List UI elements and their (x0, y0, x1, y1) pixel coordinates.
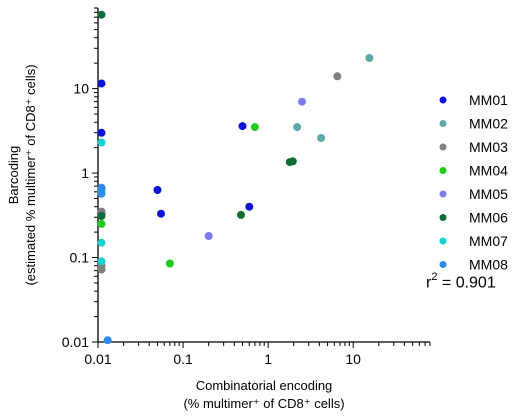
legend-label: MM01 (469, 92, 508, 108)
legend-label: MM08 (469, 257, 508, 273)
data-point (97, 10, 106, 19)
y-tick-label: 0.01 (62, 334, 89, 350)
legend-marker (439, 190, 447, 198)
legend-marker (439, 120, 447, 127)
series-mm08 (97, 183, 112, 345)
legend-label: MM03 (469, 139, 508, 155)
x-axis-title: Combinatorial encoding (% multimer⁺ of CD… (183, 378, 344, 411)
x-tick-label: 0.1 (173, 351, 193, 367)
data-point (97, 257, 106, 266)
data-point (317, 134, 326, 142)
data-point (238, 122, 247, 131)
series-mm06 (97, 10, 297, 220)
legend-marker (439, 143, 447, 151)
series-mm05 (204, 97, 306, 240)
data-point (293, 123, 302, 132)
data-point (153, 186, 162, 194)
legend-marker (439, 237, 447, 245)
x-axis-title-line: Combinatorial encoding (196, 378, 333, 393)
data-point (97, 128, 106, 137)
r2-value: = 0.901 (437, 274, 496, 292)
data-point (298, 97, 306, 106)
x-tick-labels: 0.01 0.1 1 10 (84, 351, 361, 367)
y-tick-label: 0.1 (70, 250, 90, 266)
r2-prefix: r (426, 274, 432, 292)
y-tick-label: 1 (81, 165, 89, 181)
series-mm02 (293, 54, 374, 142)
legend-marker (439, 96, 447, 104)
r2-superscript: 2 (431, 271, 438, 283)
data-point (365, 54, 374, 62)
r-squared-annotation: r2 = 0.901 (426, 271, 496, 292)
series-mm04 (97, 123, 259, 268)
legend-label: MM02 (469, 116, 508, 132)
data-point (204, 232, 213, 240)
data-point (97, 183, 106, 192)
x-tick-label: 0.01 (84, 351, 111, 367)
data-points (97, 10, 374, 345)
legend-marker (439, 167, 447, 174)
legend-marker (439, 261, 447, 268)
series-mm07 (97, 138, 106, 266)
legend: MM01 MM02 MM03 MM04 MM05 MM06 MM07 MM08 (439, 92, 508, 273)
data-point (97, 79, 106, 88)
data-point (97, 189, 106, 198)
legend-marker (439, 214, 447, 221)
legend-label: MM05 (469, 186, 508, 202)
data-point (288, 157, 297, 166)
data-point (245, 202, 254, 211)
data-point (97, 138, 106, 147)
data-point (103, 336, 112, 345)
data-point (165, 259, 174, 268)
data-point (97, 265, 106, 274)
x-tick-label: 1 (264, 351, 272, 367)
y-axis-title-line: Barcoding (6, 146, 21, 205)
axes (97, 8, 430, 343)
data-point (97, 238, 106, 247)
data-point (97, 219, 106, 228)
y-axis-title-line: (estimated % multimer⁺ of CD8⁺ cells) (23, 64, 38, 285)
minor-ticks (92, 7, 431, 348)
x-axis-title-line: (% multimer⁺ of CD8⁺ cells) (183, 396, 344, 411)
y-tick-labels: 0.01 0.1 1 10 (62, 81, 89, 350)
legend-label: MM07 (469, 233, 508, 249)
legend-label: MM04 (469, 163, 508, 179)
y-axis-title: Barcoding (estimated % multimer⁺ of CD8⁺ … (6, 64, 38, 285)
legend-label: MM06 (469, 210, 508, 226)
data-point (97, 212, 106, 220)
x-tick-label: 10 (345, 351, 361, 367)
data-point (237, 210, 245, 219)
series-mm01 (97, 79, 254, 218)
y-tick-label: 10 (73, 81, 89, 97)
data-point (157, 209, 165, 218)
data-point (333, 72, 342, 81)
data-point (250, 123, 259, 132)
